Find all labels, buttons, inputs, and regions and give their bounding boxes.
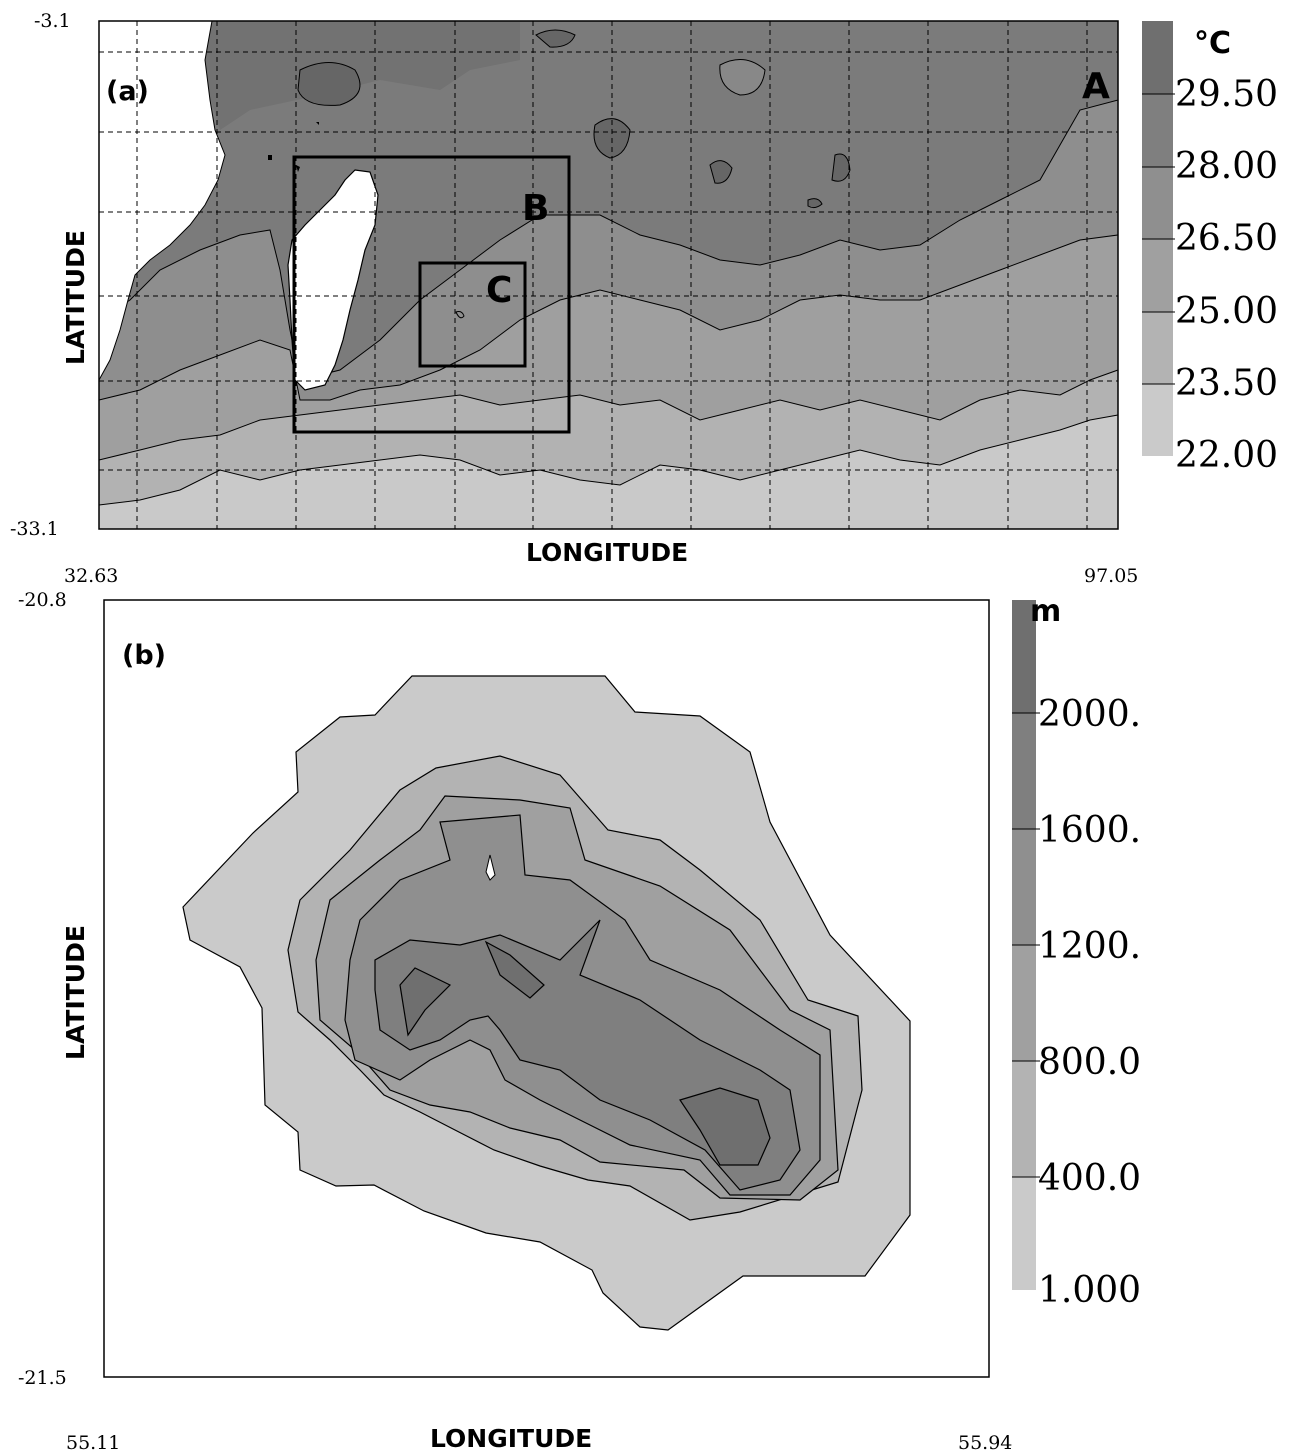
region-label-a: A	[1082, 66, 1110, 107]
lon-right-tick: 55.94	[958, 1432, 1013, 1454]
legend-label: 26.50	[1175, 218, 1279, 259]
lon-right-tick: 97.05	[1084, 565, 1139, 587]
legend-label: 1600.	[1038, 810, 1142, 851]
panel-b-tag: (b)	[122, 640, 167, 671]
legend-label: 29.50	[1175, 74, 1279, 115]
unit-label: °C	[1194, 26, 1232, 61]
lat-top-tick: -3.1	[34, 10, 71, 32]
lon-left-tick: 32.63	[64, 565, 119, 587]
panel-a-tag: (a)	[106, 76, 149, 107]
region-label-c: C	[486, 270, 513, 311]
region-box-b	[292, 155, 571, 434]
x-axis-title: LONGITUDE	[430, 1424, 593, 1453]
lon-left-tick: 55.11	[66, 1432, 121, 1454]
legend-label: 1200.	[1038, 926, 1142, 967]
lat-bottom-tick: -21.5	[18, 1367, 67, 1389]
legend-label: 800.0	[1038, 1042, 1142, 1083]
region-box-c	[418, 261, 527, 368]
unit-label: m	[1030, 594, 1062, 629]
legend-label: 25.00	[1175, 291, 1279, 332]
legend-label: 22.00	[1175, 435, 1279, 476]
lat-top-tick: -20.8	[18, 589, 67, 611]
lat-bottom-tick: -33.1	[10, 518, 59, 540]
legend-label: 23.50	[1175, 363, 1279, 404]
y-axis-title: LATITUDE	[60, 925, 90, 1060]
x-axis-title: LONGITUDE	[526, 538, 689, 567]
legend-label: 1.000	[1038, 1270, 1142, 1311]
legend-label: 28.00	[1175, 146, 1279, 187]
legend-label: 2000.	[1038, 694, 1142, 735]
legend-label: 400.0	[1038, 1158, 1142, 1199]
region-label-b: B	[522, 188, 550, 229]
